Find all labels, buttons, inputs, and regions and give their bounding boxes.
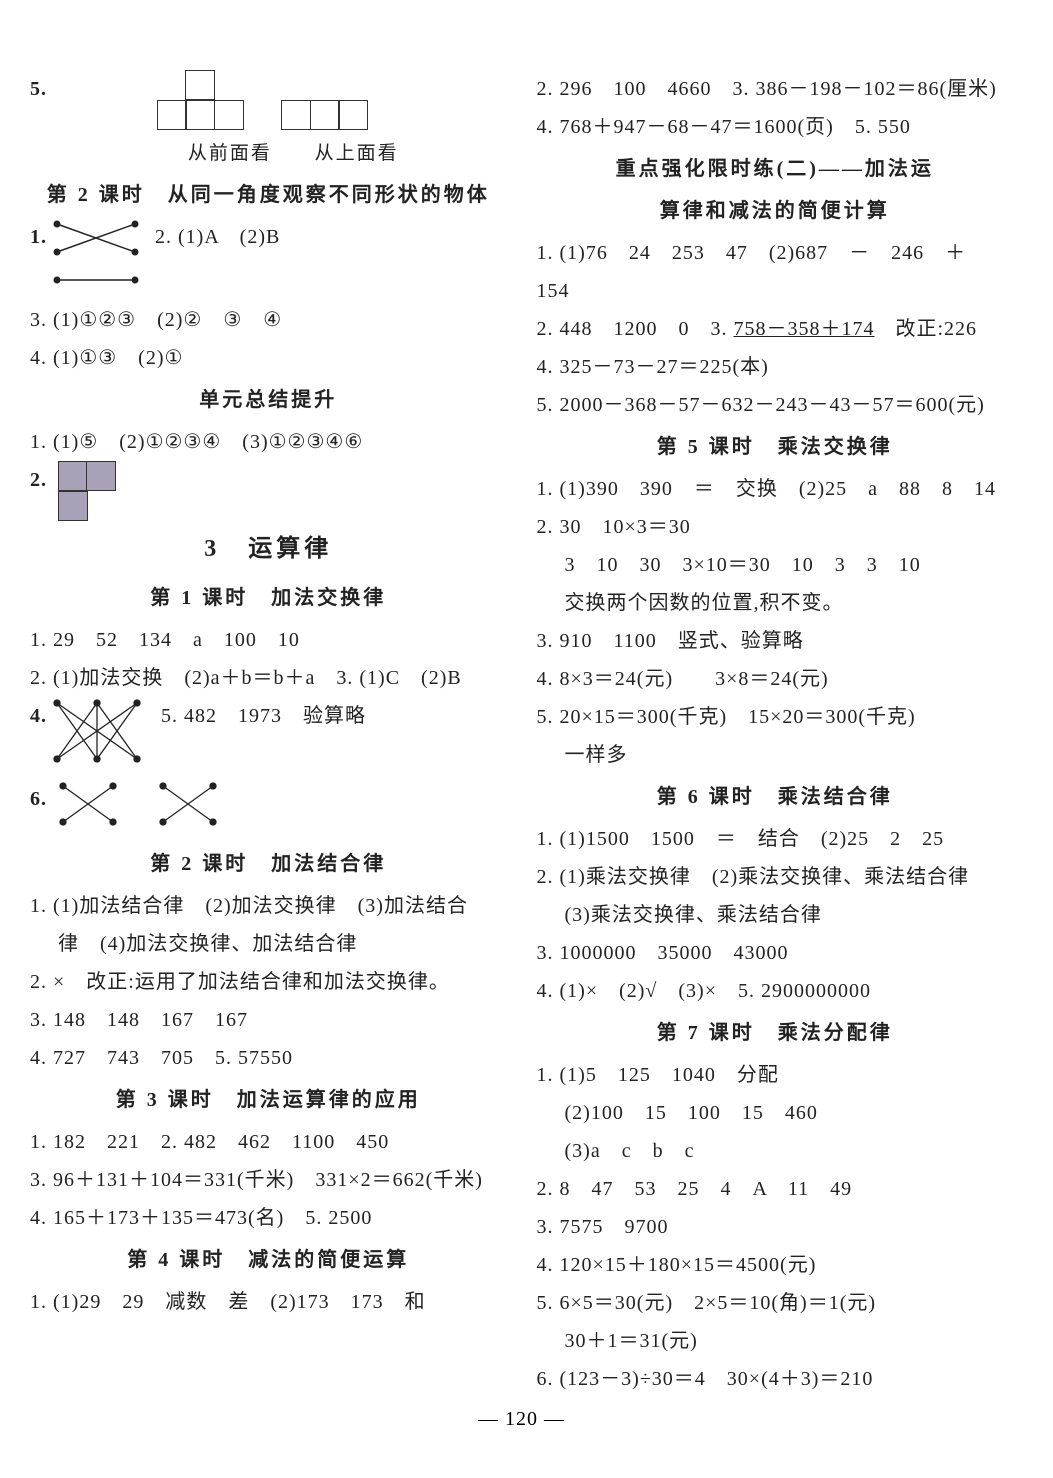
q4-star-figure [51, 697, 143, 780]
c3l5-q2a: 2. 30 10×3＝30 [537, 508, 1014, 546]
c3-lesson6-title: 第 6 课时 乘法结合律 [537, 778, 1014, 816]
c3l5-q1: 1. (1)390 390 ＝ 交换 (2)25 a 88 8 14 [537, 470, 1014, 508]
us-q2-num: 2. [30, 469, 47, 491]
c3l7-q6: 6. (123－3)÷30＝4 30×(4＋3)＝210 [537, 1360, 1014, 1398]
s2l2-q1-row: 1. 2. (1)A (2)B [30, 218, 507, 301]
c3l7-q2: 2. 8 47 53 25 4 A 11 49 [537, 1170, 1014, 1208]
c3l1-q5: 5. 482 1973 验算略 [161, 697, 366, 735]
c3l6-q1: 1. (1)1500 1500 ＝ 结合 (2)25 2 25 [537, 820, 1014, 858]
c3-lesson1-title: 第 1 课时 加法交换律 [30, 579, 507, 617]
c3l2-q2: 2. × 改正:运用了加法结合律和加法交换律。 [30, 963, 507, 1001]
c3l1-q1: 1. 29 52 134 a 100 10 [30, 621, 507, 659]
c3l7-q1a: 1. (1)5 125 1040 分配 [537, 1056, 1014, 1094]
f2-q5: 5. 2000－368－57－632－243－43－57＝600(元) [537, 386, 1014, 424]
section2-lesson2-title: 第 2 课时 从同一角度观察不同形状的物体 [30, 176, 507, 214]
f2-q2-a: 2. 448 1200 0 3. [537, 318, 734, 340]
c3l1-q6-row: 6. [30, 780, 507, 841]
label-front: 从前面看 [165, 136, 295, 172]
unit-summary-title: 单元总结提升 [30, 381, 507, 419]
f2-q1: 1. (1)76 24 253 47 (2)687 － 246 ＋ 154 [537, 234, 1014, 310]
c3l7-q4: 4. 120×15＋180×15＝4500(元) [537, 1246, 1014, 1284]
q5-figure [143, 70, 380, 130]
c3l6-q4: 4. (1)× (2)√ (3)× 5. 2900000000 [537, 972, 1014, 1010]
f2-q2: 2. 448 1200 0 3. 758－358＋174 改正:226 [537, 310, 1014, 348]
c3l6-q2b: (3)乘法交换律、乘法结合律 [537, 896, 1014, 934]
q1-tail: 2. (1)A (2)B [155, 218, 280, 256]
c3l7-q5b: 30＋1＝31(元) [537, 1322, 1014, 1360]
c3-lesson3-title: 第 3 课时 加法运算律的应用 [30, 1081, 507, 1119]
c3l3-q4: 4. 165＋173＋135＝473(名) 5. 2500 [30, 1199, 507, 1237]
page-number: — 120 — [30, 1408, 1013, 1431]
c3l5-q4: 4. 8×3＝24(元) 3×8＝24(元) [537, 660, 1014, 698]
cross2-svg-icon [57, 780, 227, 828]
q5-view-top [283, 70, 369, 130]
s2l2-q3: 3. (1)①②③ (2)② ③ ④ [30, 301, 507, 339]
c3l1-q4-num: 4. [30, 697, 47, 735]
c3l3-q3: 3. 96＋131＋104＝331(千米) 331×2＝662(千米) [30, 1161, 507, 1199]
c3-lesson4-title: 第 4 课时 减法的简便运算 [30, 1241, 507, 1279]
q5-view-front [155, 70, 247, 130]
c3l6-q3: 3. 1000000 35000 43000 [537, 934, 1014, 972]
c3l4-q4: 4. 768＋947－68－47＝1600(页) 5. 550 [537, 108, 1014, 146]
two-column-layout: 5. 从前面看 从上面看 第 2 课时 从同一角度观察不同形状的物体 [30, 70, 1013, 1398]
c3l7-q1b: (2)100 15 100 15 460 [537, 1094, 1014, 1132]
c3l2-q4: 4. 727 743 705 5. 57550 [30, 1039, 507, 1077]
cross-svg-icon [51, 218, 141, 288]
c3l5-q5b: 一样多 [537, 736, 1014, 774]
c3l1-q1-text: 1. 29 52 134 a 100 10 [30, 629, 300, 651]
page-root: 5. 从前面看 从上面看 第 2 课时 从同一角度观察不同形状的物体 [0, 0, 1053, 1478]
c3l7-q5a: 5. 6×5＝30(元) 2×5＝10(角)＝1(元) [537, 1284, 1014, 1322]
c3l2-q3: 3. 148 148 167 167 [30, 1001, 507, 1039]
c3l1-q4-row: 4. 5. 482 1973 验算略 [30, 697, 507, 780]
q5-view-labels: 从前面看 从上面看 [70, 136, 507, 172]
f2-q4: 4. 325－73－27＝225(本) [537, 348, 1014, 386]
c3l7-q1c: (3)a c b c [537, 1132, 1014, 1170]
f2-q2-b: 改正:226 [875, 318, 978, 340]
c3l3-q1: 1. 182 221 2. 482 462 1100 450 [30, 1123, 507, 1161]
c3l5-q3: 3. 910 1100 竖式、验算略 [537, 622, 1014, 660]
s2l2-q4: 4. (1)①③ (2)① [30, 339, 507, 377]
c3l4-q2: 2. 296 100 4660 3. 386－198－102＝86(厘米) [537, 70, 1014, 108]
q5-label: 5. [30, 78, 47, 100]
c3l1-q6-num: 6. [30, 788, 47, 810]
c3l5-q2c: 交换两个因数的位置,积不变。 [537, 584, 1014, 622]
c3l1-q2: 2. (1)加法交换 (2)a＋b＝b＋a 3. (1)C (2)B [30, 659, 507, 697]
star-svg-icon [51, 697, 143, 767]
focus2-title-b: 算律和减法的简便计算 [537, 192, 1014, 230]
c3-lesson2-title: 第 2 课时 加法结合律 [30, 845, 507, 883]
q1-num: 1. [30, 218, 47, 256]
right-column: 2. 296 100 4660 3. 386－198－102＝86(厘米) 4.… [537, 70, 1014, 1398]
c3l4-q1: 1. (1)29 29 减数 差 (2)173 173 和 [30, 1283, 507, 1321]
q6-cross-figure [57, 780, 227, 841]
f2-q2-underlined: 758－358＋174 [734, 318, 875, 340]
left-column: 5. 从前面看 从上面看 第 2 课时 从同一角度观察不同形状的物体 [30, 70, 507, 1398]
q5-row: 5. [30, 70, 507, 136]
c3l2-q1a: 1. (1)加法结合律 (2)加法交换律 (3)加法结合 [30, 887, 507, 925]
us-q2-figure [59, 461, 116, 521]
chapter3-title: 3 运算律 [30, 527, 507, 573]
q1-cross-figure [51, 218, 141, 301]
c3l2-q1b: 律 (4)加法交换律、加法结合律 [30, 925, 507, 963]
c3l5-q5a: 5. 20×15＝300(千克) 15×20＝300(千克) [537, 698, 1014, 736]
focus2-title-a: 重点强化限时练(二)——加法运 [537, 150, 1014, 188]
label-top: 从上面看 [302, 136, 412, 172]
c3l1-q2-text: 2. (1)加法交换 (2)a＋b＝b＋a 3. (1)C (2)B [30, 667, 462, 689]
c3l5-q2b: 3 10 30 3×10＝30 10 3 3 10 [537, 546, 1014, 584]
us-q1: 1. (1)⑤ (2)①②③④ (3)①②③④⑥ [30, 423, 507, 461]
c3-lesson5-title: 第 5 课时 乘法交换律 [537, 428, 1014, 466]
c3l7-q3: 3. 7575 9700 [537, 1208, 1014, 1246]
c3l6-q2a: 2. (1)乘法交换律 (2)乘法交换律、乘法结合律 [537, 858, 1014, 896]
us-q2-row: 2. [30, 461, 507, 521]
c3-lesson7-title: 第 7 课时 乘法分配律 [537, 1014, 1014, 1052]
